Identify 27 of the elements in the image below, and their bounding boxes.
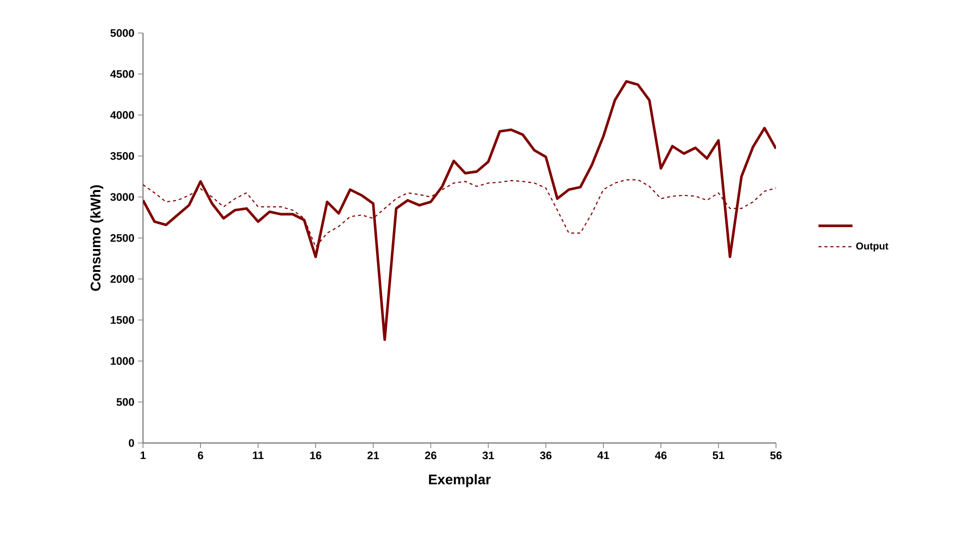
x-tick-label: 46 — [654, 452, 667, 460]
y-tick-label: 500 — [116, 398, 134, 406]
y-tick-label: 1000 — [110, 357, 134, 365]
x-tick-label: 26 — [425, 452, 436, 460]
x-tick-label: 21 — [367, 452, 379, 460]
x-tick-label: 1 — [140, 452, 146, 460]
x-tick-label: 31 — [482, 452, 494, 460]
x-tick-label: 56 — [770, 452, 782, 460]
y-tick-label: 3500 — [110, 152, 134, 160]
x-tick-label: 41 — [597, 452, 610, 460]
y-tick-label: 4500 — [110, 70, 134, 78]
y-tick-label: 1500 — [110, 316, 134, 324]
x-tick-label: 6 — [198, 452, 204, 460]
y-tick-label: 2000 — [110, 275, 134, 283]
y-tick-label: 4000 — [110, 111, 134, 119]
x-tick-label: 16 — [310, 452, 322, 460]
x-tick-label: 51 — [712, 452, 724, 460]
x-tick-label: 36 — [540, 452, 552, 460]
x-tick-label: 11 — [252, 452, 264, 460]
line-series — [143, 80, 776, 341]
y-tick-label: 0 — [128, 439, 134, 447]
y-tick-label: 2500 — [110, 234, 134, 242]
legend-label: Output — [856, 242, 888, 252]
y-tick-label: 3000 — [110, 193, 134, 201]
y-axis-title: Consumo (kWh) — [90, 185, 104, 291]
x-axis-title: Exemplar — [429, 474, 491, 488]
y-tick-label: 5000 — [110, 29, 134, 37]
